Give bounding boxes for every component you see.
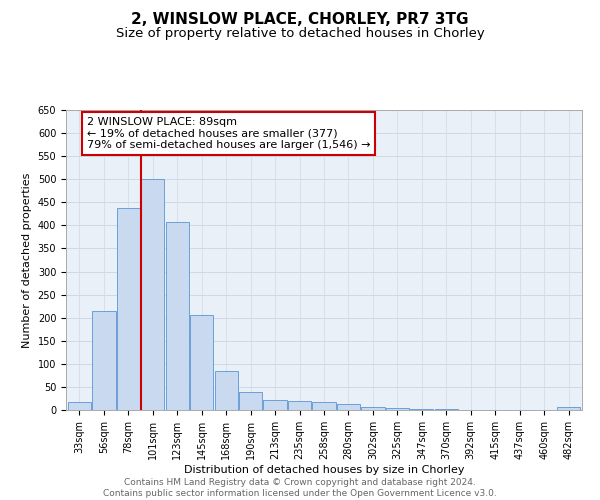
Bar bbox=[92, 311, 116, 410]
Bar bbox=[337, 404, 360, 410]
Bar bbox=[141, 179, 164, 410]
Bar bbox=[361, 407, 385, 410]
Text: 2 WINSLOW PLACE: 89sqm
← 19% of detached houses are smaller (377)
79% of semi-de: 2 WINSLOW PLACE: 89sqm ← 19% of detached… bbox=[87, 117, 370, 150]
Text: 2, WINSLOW PLACE, CHORLEY, PR7 3TG: 2, WINSLOW PLACE, CHORLEY, PR7 3TG bbox=[131, 12, 469, 28]
Bar bbox=[166, 222, 189, 410]
X-axis label: Distribution of detached houses by size in Chorley: Distribution of detached houses by size … bbox=[184, 464, 464, 474]
Y-axis label: Number of detached properties: Number of detached properties bbox=[22, 172, 32, 348]
Text: Contains HM Land Registry data © Crown copyright and database right 2024.
Contai: Contains HM Land Registry data © Crown c… bbox=[103, 478, 497, 498]
Bar bbox=[68, 402, 91, 410]
Bar bbox=[434, 409, 458, 410]
Bar bbox=[410, 408, 433, 410]
Bar bbox=[313, 402, 335, 410]
Bar bbox=[239, 392, 262, 410]
Bar bbox=[190, 316, 214, 410]
Bar bbox=[557, 407, 580, 410]
Bar bbox=[263, 400, 287, 410]
Bar bbox=[117, 208, 140, 410]
Bar bbox=[386, 408, 409, 410]
Text: Size of property relative to detached houses in Chorley: Size of property relative to detached ho… bbox=[116, 28, 484, 40]
Bar bbox=[288, 401, 311, 410]
Bar bbox=[215, 371, 238, 410]
